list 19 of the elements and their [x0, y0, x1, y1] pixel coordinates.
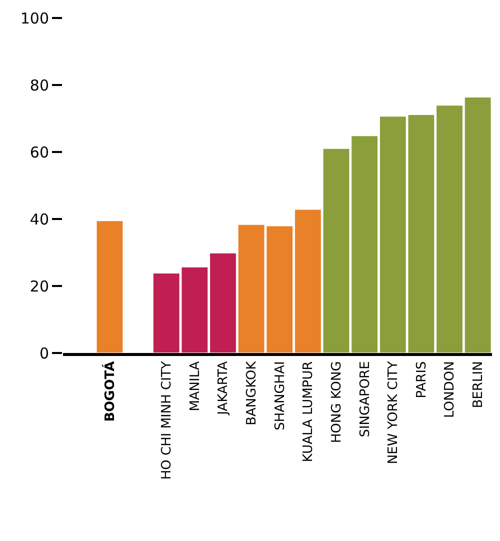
y-tick-label: 60	[30, 143, 49, 162]
x-tick-label: SHANGHAI	[272, 361, 288, 430]
x-tick-label: BANGKOK	[244, 360, 260, 426]
x-tick-label: NEW YORK CITY	[386, 361, 402, 464]
x-tick-label: JAKARTA	[216, 361, 232, 416]
x-tick-label: SINGAPORE	[358, 361, 373, 438]
y-tick-label: 20	[30, 277, 49, 296]
x-tick-label: HO CHI MINH CITY	[160, 361, 175, 480]
y-tick-label: 100	[20, 9, 49, 28]
y-tick-label: 40	[30, 210, 49, 228]
x-tick-label: MANILA	[188, 361, 203, 412]
x-tick-label: HONG KONG	[329, 361, 344, 443]
y-tick-label: 0	[39, 344, 49, 362]
y-tick-label: 80	[30, 76, 49, 94]
x-tick-label: BOGOTÁ	[100, 361, 118, 422]
x-tick-label: PARIS	[414, 361, 430, 398]
x-tick-label: LONDON	[442, 361, 458, 418]
x-tick-label: BERLIN	[471, 361, 486, 408]
x-tick-label: KUALA LUMPUR	[301, 361, 316, 462]
